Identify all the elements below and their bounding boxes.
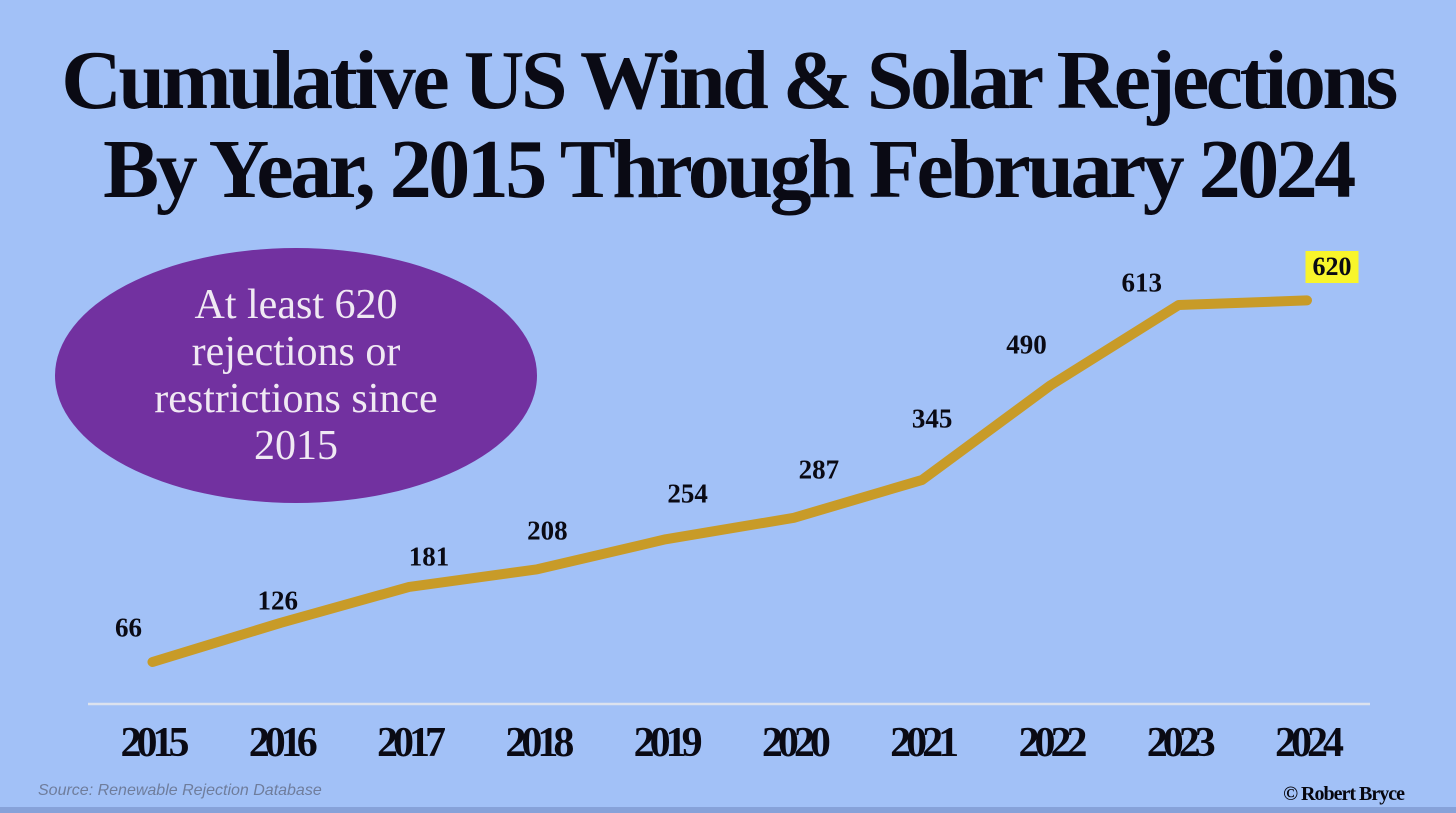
bottom-edge-shadow (0, 807, 1456, 813)
source-note: Source: Renewable Rejection Database (38, 782, 322, 799)
callout-line-4: 2015 (254, 422, 338, 469)
callout-text: At least 620 rejections or restrictions … (146, 282, 446, 470)
callout-line-3: restrictions since (154, 375, 438, 422)
x-axis-label: 2019 (633, 720, 703, 766)
chart-title: Cumulative US Wind & Solar Rejections By… (0, 36, 1456, 214)
x-axis-label: 2023 (1146, 720, 1216, 766)
x-axis-label: 2016 (248, 720, 318, 766)
x-axis-label: 2021 (890, 720, 959, 766)
callout-line-1: At least 620 (194, 281, 398, 328)
callout-line-2: rejections or (191, 328, 401, 375)
x-axis-label: 2018 (505, 720, 574, 766)
data-point-label: 613 (1121, 267, 1162, 298)
data-point-label-highlighted: 620 (1305, 251, 1359, 284)
trend-polyline (147, 295, 1312, 667)
data-point-label: 287 (798, 454, 840, 485)
data-point-label: 208 (527, 515, 568, 546)
chart-title-line1: Cumulative US Wind & Solar Rejections (61, 34, 1398, 127)
copyright-note: © Robert Bryce (1283, 783, 1405, 805)
chart-title-line2: By Year, 2015 Through February 2024 (103, 123, 1356, 216)
data-point-label: 490 (1006, 329, 1047, 360)
data-point-label: 66 (115, 612, 142, 643)
x-axis-label: 2024 (1275, 720, 1344, 766)
x-axis-label: 2017 (377, 720, 446, 766)
data-point-label: 254 (667, 478, 708, 509)
x-axis-label: 2022 (1018, 720, 1087, 766)
x-axis-label: 2020 (761, 720, 831, 766)
callout-ellipse: At least 620 rejections or restrictions … (55, 248, 537, 503)
data-point-label: 345 (911, 403, 953, 434)
data-point-label: 181 (408, 541, 450, 572)
x-axis-label: 2015 (120, 720, 190, 766)
data-point-label: 126 (257, 585, 299, 616)
